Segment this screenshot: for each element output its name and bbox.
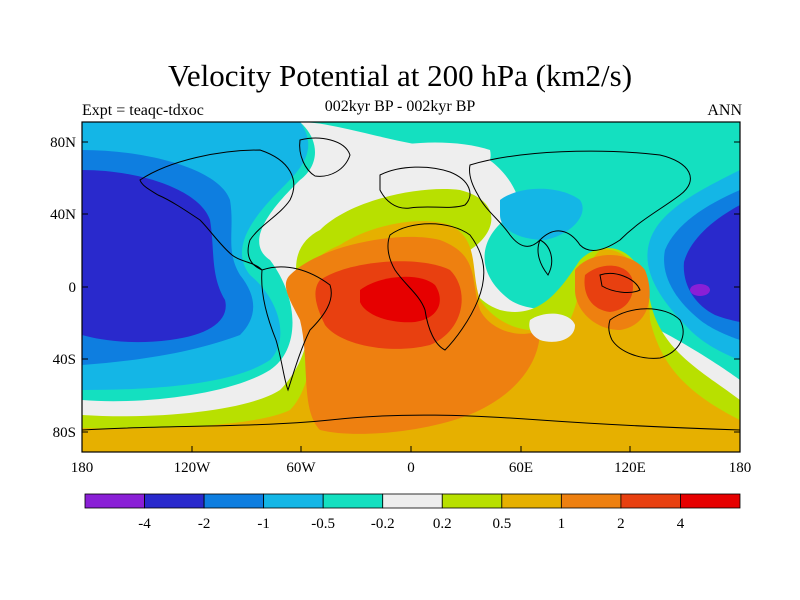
colorbar-label: -4	[138, 516, 151, 532]
x-tick-label: 60W	[286, 460, 316, 476]
colorbar-swatch	[501, 493, 562, 509]
y-tick-label: 80N	[50, 135, 76, 151]
x-tick-label: 120W	[174, 460, 212, 476]
map-title: Velocity Potential at 200 hPa (km2/s)	[167, 58, 633, 93]
coast-africa	[387, 223, 485, 351]
colorbar-label: -0.5	[311, 516, 335, 532]
coast-north-america	[139, 149, 295, 271]
velocity-potential-field	[82, 122, 740, 452]
season-label: ANN	[707, 102, 742, 119]
y-tick-label: 40S	[53, 352, 76, 368]
coast-antarctica	[82, 414, 740, 431]
coast-europe	[379, 166, 471, 209]
contour-neg-east-max	[690, 284, 710, 296]
colorbar-swatch	[560, 493, 622, 509]
y-tick-label: 80S	[53, 425, 76, 441]
colorbar-swatch	[263, 493, 324, 509]
colorbar-swatch	[382, 493, 443, 509]
contour-neutral-indian	[529, 313, 575, 342]
coast-asia	[469, 150, 691, 251]
colorbar-label: 1	[558, 516, 566, 532]
coast-indonesia	[599, 273, 641, 294]
colorbar-label: 4	[677, 516, 685, 532]
colorbar-swatch	[203, 493, 265, 509]
tick-marks	[81, 141, 741, 452]
coast-south-america	[261, 266, 332, 392]
y-axis-labels: 80N 40N 0 40S 80S	[50, 135, 76, 441]
y-tick-label: 40N	[50, 207, 76, 223]
y-tick-label: 0	[69, 280, 77, 296]
experiment-label: Expt = teaqc-tdxoc	[82, 102, 204, 119]
colorbar-label: 0.2	[433, 516, 452, 532]
coast-greenland	[299, 137, 351, 177]
colorbar-swatch	[620, 493, 681, 509]
colorbar-swatch	[84, 493, 145, 509]
x-tick-label: 180	[729, 460, 752, 476]
colorbar-label: 2	[617, 516, 625, 532]
colorbar-label: -0.2	[371, 516, 395, 532]
x-tick-label: 0	[407, 460, 415, 476]
colorbar: -4 -2 -1 -0.5 -0.2 0.2 0.5 1 2 4	[84, 493, 741, 532]
contour-neg-asia-0.2	[500, 188, 583, 240]
x-tick-label: 120E	[614, 460, 646, 476]
colorbar-swatch	[680, 493, 741, 509]
colorbar-label: -2	[198, 516, 211, 532]
coast-australia	[608, 308, 684, 359]
contour-pos-max	[360, 276, 440, 323]
x-tick-label: 180	[71, 460, 94, 476]
x-axis-labels: 180 120W 60W 0 60E 120E 180	[71, 460, 752, 476]
period-label: 002kyr BP - 002kyr BP	[324, 98, 476, 115]
colorbar-swatch	[322, 493, 384, 509]
colorbar-label: -1	[257, 516, 270, 532]
coastlines	[82, 137, 740, 431]
contour-neutral-north	[380, 142, 491, 185]
coast-india	[537, 239, 553, 276]
colorbar-label: 0.5	[492, 516, 511, 532]
colorbar-swatch	[441, 493, 503, 509]
x-tick-label: 60E	[509, 460, 533, 476]
colorbar-swatch	[144, 493, 205, 509]
